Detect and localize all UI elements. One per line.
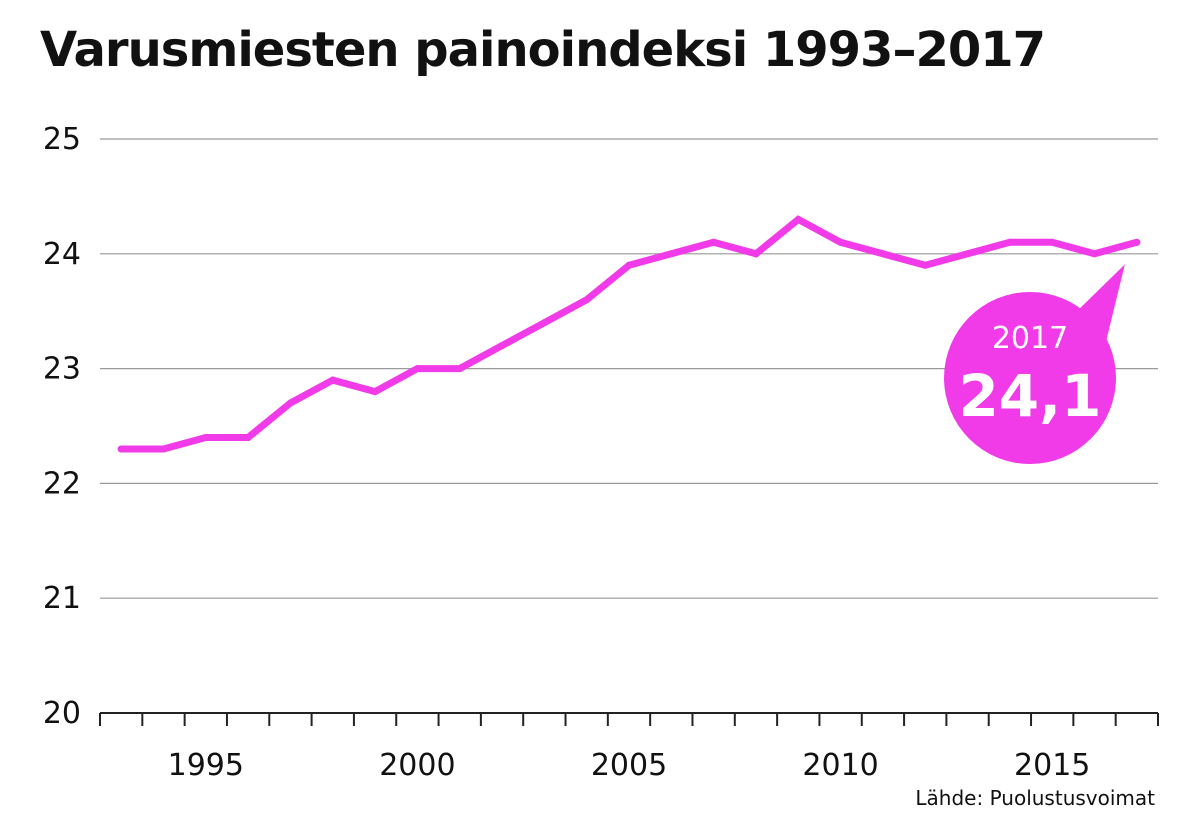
data-point <box>583 296 591 304</box>
value-callout: 2017 24,1 <box>944 264 1125 464</box>
y-tick-label: 24 <box>43 237 81 272</box>
data-point <box>498 342 506 350</box>
x-tick-label: 1995 <box>168 748 244 783</box>
data-point <box>710 238 718 246</box>
data-point <box>879 250 887 258</box>
chart-title: Varusmiesten painoindeksi 1993–2017 <box>40 22 1046 78</box>
series <box>117 215 1141 453</box>
data-point <box>413 365 421 373</box>
x-tick-labels: 1995 2000 2005 2010 2015 <box>168 748 1091 783</box>
data-point <box>794 215 802 223</box>
y-tick-label: 20 <box>43 696 81 731</box>
x-tick-label: 2005 <box>591 748 667 783</box>
x-tick-label: 2000 <box>379 748 455 783</box>
data-point <box>371 388 379 396</box>
data-point <box>329 376 337 384</box>
data-point <box>202 433 210 441</box>
data-point <box>159 445 167 453</box>
callout-value: 24,1 <box>958 362 1101 430</box>
data-point <box>964 250 972 258</box>
data-point <box>625 261 633 269</box>
data-point <box>921 261 929 269</box>
data-point <box>1048 238 1056 246</box>
y-tick-label: 21 <box>43 581 81 616</box>
data-point <box>117 445 125 453</box>
source-credit: Lähde: Puolustusvoimat <box>915 786 1155 810</box>
data-point <box>667 250 675 258</box>
data-point <box>456 365 464 373</box>
x-axis <box>99 712 1159 726</box>
data-point <box>837 238 845 246</box>
x-tick-label: 2010 <box>802 748 878 783</box>
y-tick-label: 22 <box>43 466 81 501</box>
data-point <box>752 250 760 258</box>
data-point <box>286 399 294 407</box>
data-point <box>1133 238 1141 246</box>
y-tick-labels: 20 21 22 23 24 25 <box>43 122 81 731</box>
y-tick-label: 25 <box>43 122 81 157</box>
callout-year: 2017 <box>992 321 1068 356</box>
data-point <box>540 319 548 327</box>
x-tick-label: 2015 <box>1014 748 1090 783</box>
callout-bubble <box>944 292 1116 464</box>
data-point <box>244 433 252 441</box>
y-tick-label: 23 <box>43 352 81 387</box>
data-point <box>1006 238 1014 246</box>
data-point <box>1091 250 1099 258</box>
